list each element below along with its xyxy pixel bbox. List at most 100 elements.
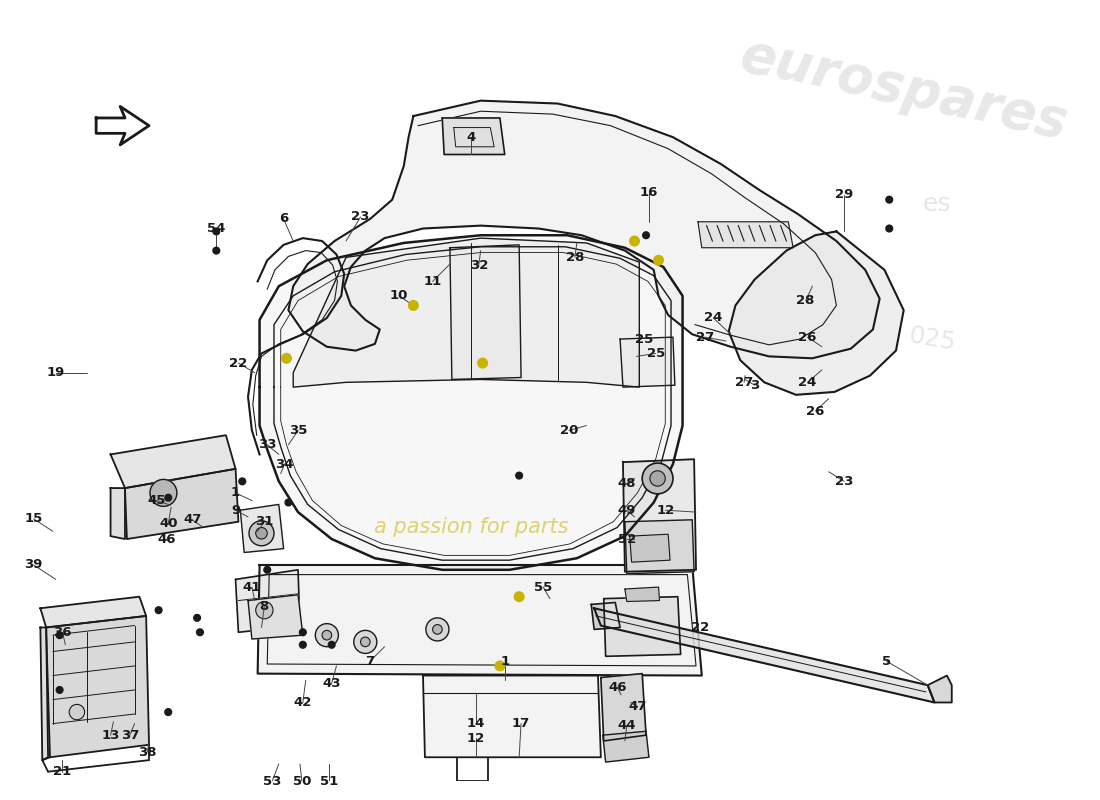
Text: 26: 26 bbox=[806, 405, 824, 418]
Text: es: es bbox=[923, 193, 952, 217]
Circle shape bbox=[165, 709, 172, 715]
Text: 33: 33 bbox=[258, 438, 276, 451]
Circle shape bbox=[56, 686, 63, 694]
Circle shape bbox=[255, 602, 273, 619]
Circle shape bbox=[642, 463, 673, 494]
Polygon shape bbox=[260, 235, 683, 570]
Text: 34: 34 bbox=[275, 458, 294, 470]
Circle shape bbox=[264, 566, 271, 573]
Text: 55: 55 bbox=[534, 581, 552, 594]
Text: 23: 23 bbox=[351, 210, 370, 223]
Text: 37: 37 bbox=[121, 729, 139, 742]
Text: 46: 46 bbox=[157, 533, 176, 546]
Circle shape bbox=[56, 632, 63, 638]
Text: eurospares: eurospares bbox=[735, 29, 1072, 150]
Text: 40: 40 bbox=[160, 517, 177, 530]
Polygon shape bbox=[927, 675, 952, 702]
Polygon shape bbox=[604, 597, 681, 656]
Text: 43: 43 bbox=[322, 677, 341, 690]
Text: 21: 21 bbox=[54, 765, 72, 778]
Text: 28: 28 bbox=[565, 251, 584, 264]
Text: 9: 9 bbox=[231, 504, 240, 517]
Text: 1: 1 bbox=[500, 654, 509, 668]
Circle shape bbox=[432, 625, 442, 634]
Circle shape bbox=[69, 704, 85, 720]
Circle shape bbox=[515, 592, 524, 602]
Polygon shape bbox=[46, 616, 148, 758]
Text: 25: 25 bbox=[635, 333, 653, 346]
Circle shape bbox=[886, 196, 892, 203]
Text: 12: 12 bbox=[466, 731, 485, 745]
Circle shape bbox=[165, 494, 172, 501]
Text: a passion for parts: a passion for parts bbox=[374, 517, 569, 537]
Polygon shape bbox=[450, 245, 521, 379]
Circle shape bbox=[213, 247, 220, 254]
Circle shape bbox=[328, 642, 336, 648]
Circle shape bbox=[316, 624, 339, 646]
Text: 39: 39 bbox=[24, 558, 43, 571]
Polygon shape bbox=[625, 520, 694, 574]
Polygon shape bbox=[248, 594, 302, 639]
Circle shape bbox=[194, 614, 200, 622]
Circle shape bbox=[299, 629, 306, 636]
Circle shape bbox=[322, 630, 332, 640]
Text: 49: 49 bbox=[617, 504, 636, 517]
Polygon shape bbox=[294, 238, 639, 387]
Circle shape bbox=[516, 472, 522, 479]
Text: 44: 44 bbox=[617, 719, 636, 732]
Text: 24: 24 bbox=[799, 376, 816, 389]
Text: 7: 7 bbox=[365, 654, 375, 668]
Text: 47: 47 bbox=[183, 514, 201, 526]
Text: 22: 22 bbox=[691, 621, 710, 634]
Text: 24: 24 bbox=[704, 311, 723, 325]
Text: 6: 6 bbox=[279, 212, 288, 226]
Text: 22: 22 bbox=[229, 357, 248, 370]
Polygon shape bbox=[96, 106, 148, 145]
Polygon shape bbox=[625, 587, 660, 602]
Text: 45: 45 bbox=[147, 494, 166, 507]
Circle shape bbox=[886, 225, 892, 232]
Text: 31: 31 bbox=[255, 515, 274, 528]
Polygon shape bbox=[235, 570, 300, 632]
Text: 3: 3 bbox=[750, 378, 759, 392]
Polygon shape bbox=[41, 597, 146, 627]
Circle shape bbox=[408, 301, 418, 310]
Text: 26: 26 bbox=[799, 330, 816, 344]
Text: 38: 38 bbox=[138, 746, 156, 759]
Polygon shape bbox=[442, 118, 505, 154]
Text: 8: 8 bbox=[260, 600, 270, 613]
Polygon shape bbox=[591, 602, 620, 630]
Text: 25: 25 bbox=[647, 347, 664, 360]
Circle shape bbox=[155, 607, 162, 614]
Circle shape bbox=[239, 478, 245, 485]
Text: 32: 32 bbox=[470, 258, 488, 271]
Text: 20: 20 bbox=[560, 424, 579, 437]
Text: 50: 50 bbox=[293, 774, 311, 788]
Polygon shape bbox=[111, 435, 235, 488]
Polygon shape bbox=[697, 222, 793, 248]
Circle shape bbox=[150, 479, 177, 506]
Text: 29: 29 bbox=[835, 188, 854, 202]
Circle shape bbox=[213, 228, 220, 234]
Polygon shape bbox=[620, 337, 675, 387]
Polygon shape bbox=[629, 534, 670, 562]
Circle shape bbox=[197, 629, 204, 636]
Text: 5: 5 bbox=[882, 654, 891, 668]
Text: 46: 46 bbox=[608, 681, 626, 694]
Circle shape bbox=[299, 642, 306, 648]
Circle shape bbox=[285, 499, 292, 506]
Text: 48: 48 bbox=[617, 477, 636, 490]
Circle shape bbox=[249, 521, 274, 546]
Text: 35: 35 bbox=[289, 424, 307, 437]
Polygon shape bbox=[257, 565, 702, 675]
Circle shape bbox=[354, 630, 377, 654]
Polygon shape bbox=[623, 459, 696, 572]
Text: 17: 17 bbox=[512, 717, 530, 730]
Text: 15: 15 bbox=[24, 512, 43, 526]
Text: 27: 27 bbox=[735, 376, 754, 389]
Text: 4: 4 bbox=[466, 130, 475, 144]
Circle shape bbox=[642, 232, 649, 238]
Circle shape bbox=[426, 618, 449, 641]
Text: 025: 025 bbox=[908, 323, 958, 355]
Text: 1: 1 bbox=[231, 486, 240, 499]
